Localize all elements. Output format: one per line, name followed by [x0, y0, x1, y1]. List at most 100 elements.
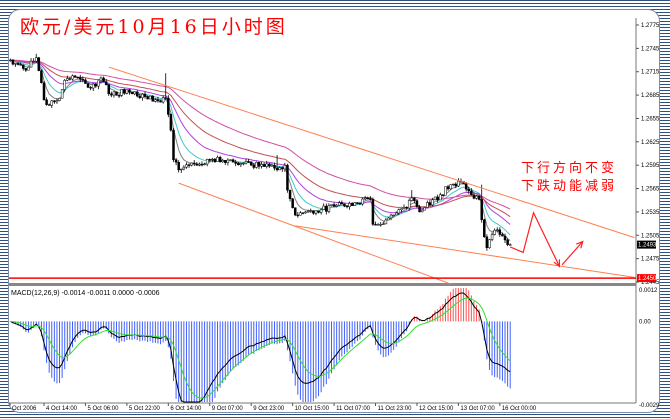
candle-body	[60, 89, 64, 99]
candle-body	[156, 99, 160, 102]
candle-body	[182, 166, 186, 170]
candle-body	[265, 163, 268, 167]
candle-body	[299, 212, 302, 216]
candle-body	[192, 162, 196, 165]
candle-body	[167, 97, 170, 115]
price-tick-label: 1.2715	[641, 70, 660, 76]
candle-body	[268, 163, 271, 167]
candle-body	[283, 164, 287, 170]
price-tick-label: 1.2445	[641, 280, 660, 286]
candle-body	[281, 167, 284, 170]
candle-body	[115, 91, 118, 96]
candle-body	[239, 163, 243, 165]
trendlines	[9, 66, 636, 284]
candle-body	[9, 59, 12, 62]
candle-body	[123, 89, 126, 94]
candle-body	[177, 161, 180, 171]
forecast-path	[509, 210, 560, 267]
time-tick-label: 10 Oct 15:00	[295, 406, 330, 412]
current-price-box	[637, 240, 656, 249]
candle-body	[45, 99, 48, 105]
candle-body	[426, 202, 429, 208]
time-tick-label: 13 Oct 07:00	[460, 406, 495, 412]
candle-body	[332, 204, 336, 207]
candle-body	[470, 190, 473, 196]
price-tick-label: 1.2565	[641, 187, 660, 193]
ema-line	[10, 59, 511, 210]
candle-body	[104, 81, 108, 85]
time-tick-label: 12 Oct 15:00	[419, 406, 454, 412]
candle-body	[415, 200, 419, 208]
candle-body	[506, 239, 509, 245]
candle-body	[428, 202, 432, 206]
candle-body	[174, 159, 178, 163]
candle-body	[221, 160, 224, 163]
candle-body	[433, 196, 437, 201]
candle-body	[345, 205, 349, 208]
candle-body	[138, 95, 142, 98]
candle-body	[270, 164, 274, 167]
trendline	[295, 225, 635, 278]
time-tick-label: 5 Oct 06:00	[87, 406, 119, 412]
candle-body	[488, 239, 491, 248]
candle-body	[477, 195, 481, 200]
candle-body	[356, 202, 359, 204]
trendline	[178, 182, 453, 284]
annotation-direction: 下行方向不变	[521, 161, 618, 176]
candle-body	[480, 199, 483, 220]
price-tick-label: 1.2625	[641, 140, 660, 146]
candle-body	[304, 211, 307, 214]
candle-body	[353, 202, 357, 206]
candle-body	[161, 97, 165, 103]
price-tick-label: 1.2685	[641, 93, 660, 99]
price-tick-label: 1.2775	[641, 23, 660, 29]
candle-body	[97, 80, 100, 87]
trendline	[108, 66, 635, 239]
candle-body	[508, 244, 512, 246]
candle-body	[405, 207, 408, 209]
candle-body	[53, 100, 56, 103]
level-price-box	[637, 274, 656, 283]
candle-body	[81, 78, 85, 81]
time-tick-label: 9 Oct 07:00	[212, 406, 244, 412]
price-tick-label: 1.2745	[641, 46, 660, 52]
candle-body	[490, 234, 494, 240]
candle-body	[55, 100, 59, 103]
candle-body	[343, 203, 346, 207]
candle-body	[190, 162, 193, 166]
price-tick-label: 1.2475	[641, 257, 660, 263]
time-tick-label: 5 Oct 22:00	[129, 406, 161, 412]
candle-body	[312, 210, 315, 214]
candle-body	[493, 229, 496, 235]
panel-separator	[9, 283, 636, 286]
time-tick-label: 6 Oct 14:00	[170, 406, 202, 412]
time-tick-label: Oct 2006	[12, 406, 37, 412]
candle-body	[374, 224, 377, 226]
candle-body	[32, 60, 35, 63]
candle-body	[27, 66, 30, 71]
candle-body	[211, 158, 214, 161]
candle-body	[389, 214, 393, 219]
candle-body	[413, 197, 416, 202]
candle-body	[42, 82, 46, 101]
candle-body	[216, 157, 219, 162]
forecast-arrow	[561, 241, 584, 266]
candle-body	[275, 167, 279, 171]
candle-body	[260, 164, 263, 167]
candle-body	[14, 63, 17, 65]
candle-body	[291, 198, 294, 208]
level-price-label: 1.2450	[638, 276, 657, 282]
candle-body	[483, 219, 486, 238]
candle-body	[503, 235, 507, 241]
candle-body	[11, 59, 15, 65]
time-tick-label: 9 Oct 23:00	[253, 406, 285, 412]
candle-body	[79, 77, 82, 80]
candle-body	[143, 93, 147, 97]
candle-body	[286, 164, 289, 191]
candle-body	[301, 212, 305, 214]
candle-body	[330, 204, 333, 206]
candle-body	[322, 205, 325, 210]
time-tick-label: 16 Oct 00:00	[502, 406, 537, 412]
candle-body	[325, 205, 328, 212]
